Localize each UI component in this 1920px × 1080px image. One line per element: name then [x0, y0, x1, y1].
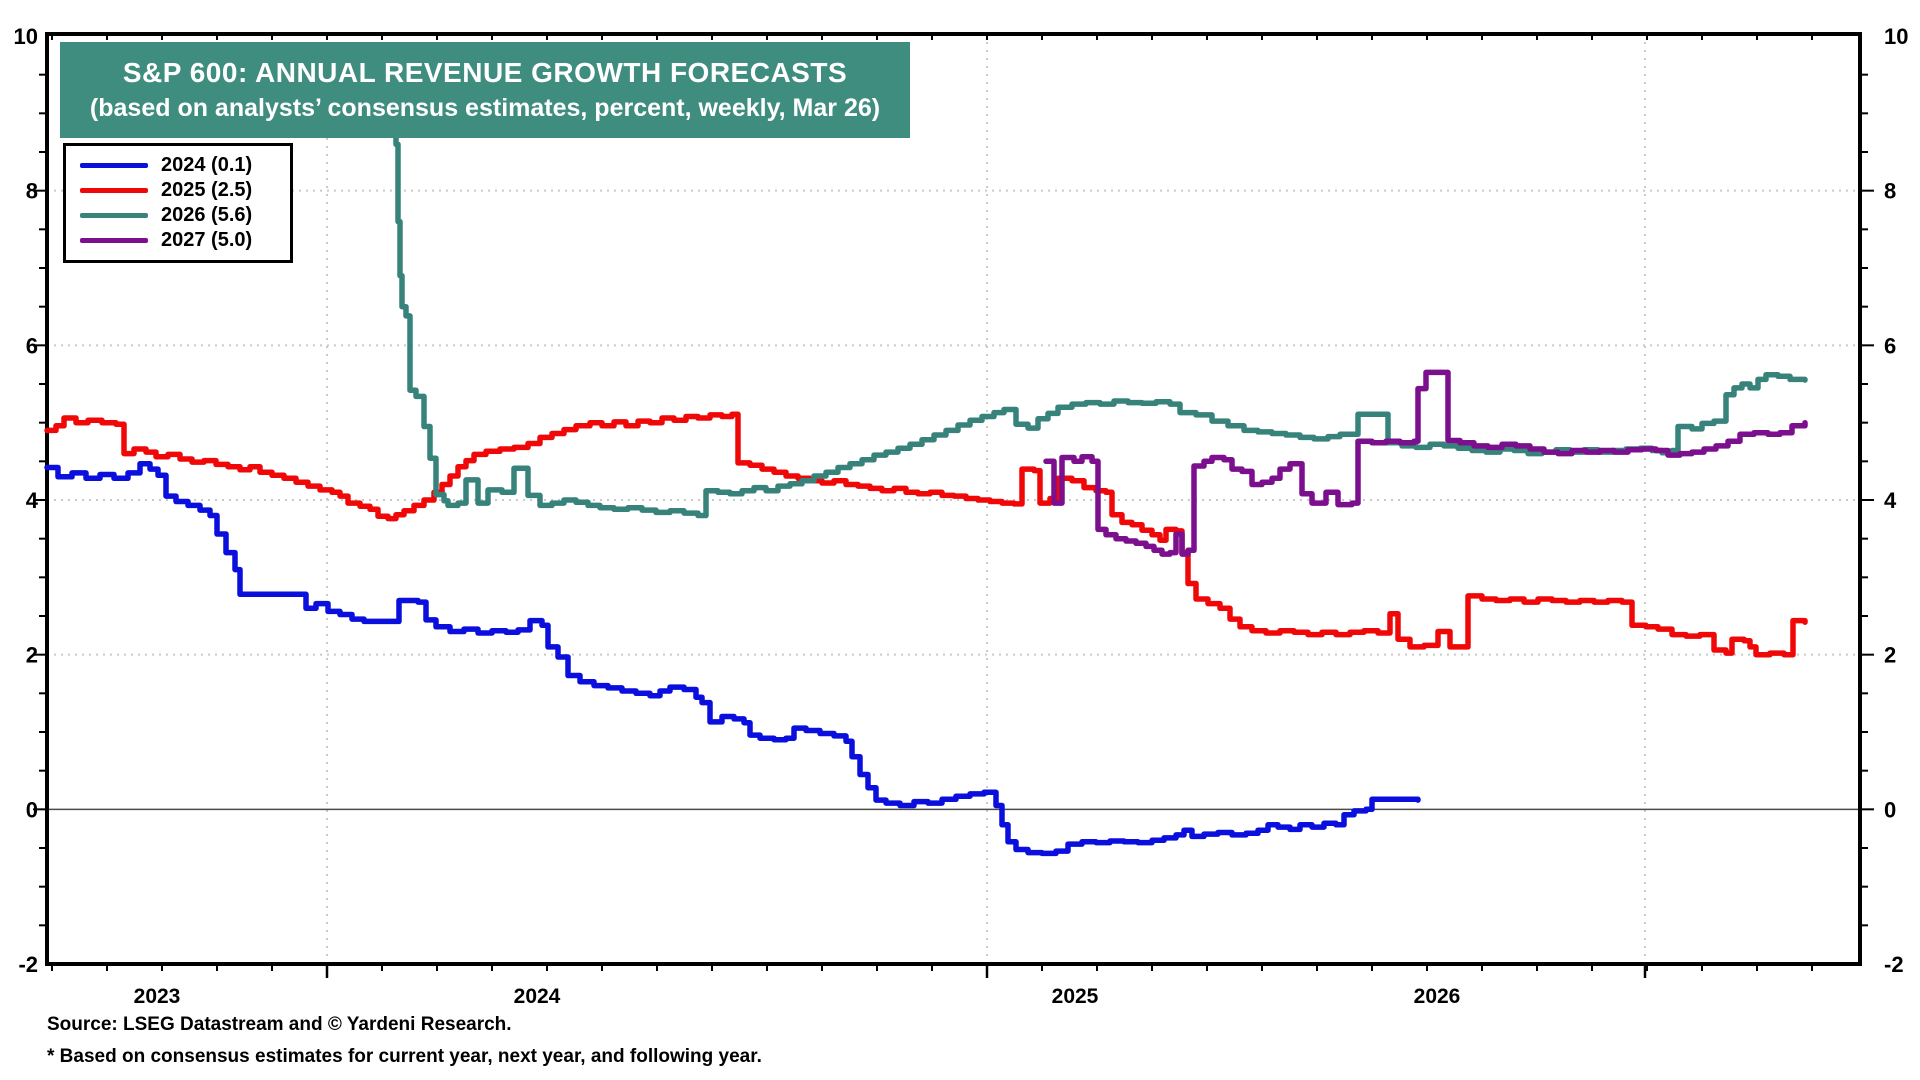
y-axis-label-left: 10 — [14, 24, 38, 49]
legend-item: 2027 (5.0) — [80, 228, 280, 253]
y-axis-label-right: 0 — [1884, 797, 1896, 822]
legend-label: 2024 (0.1) — [161, 154, 253, 176]
y-axis-label-left: 2 — [26, 643, 38, 668]
y-axis-label-left: 0 — [26, 797, 38, 822]
y-axis-label-right: 8 — [1884, 179, 1896, 204]
legend-color-line — [80, 238, 148, 243]
series-line-2025 — [44, 411, 1808, 658]
y-axis-label-left: 8 — [26, 179, 38, 204]
legend-label: 2027 (5.0) — [161, 229, 253, 251]
legend-color-line — [80, 163, 148, 168]
series-line-2024 — [44, 460, 1421, 857]
y-axis-label-right: -2 — [1884, 952, 1904, 977]
y-axis-label-left: 6 — [26, 333, 38, 358]
legend-item: 2026 (5.6) — [80, 203, 280, 228]
x-axis-label: 2026 — [1414, 985, 1461, 1008]
legend-item: 2025 (2.5) — [80, 178, 280, 203]
legend-color-line — [80, 213, 148, 218]
x-axis-label: 2023 — [134, 985, 181, 1008]
x-axis-label: 2024 — [514, 985, 561, 1008]
series-line-2027 — [1043, 369, 1808, 557]
chart-title: S&P 600: ANNUAL REVENUE GROWTH FORECASTS — [122, 57, 848, 89]
plot-frame — [45, 32, 1862, 966]
y-axis-label-right: 4 — [1884, 488, 1897, 513]
y-axis-label-right: 6 — [1884, 333, 1896, 358]
legend-label: 2026 (5.6) — [161, 204, 253, 226]
y-axis-label-right: 2 — [1884, 643, 1896, 668]
y-axis-label-left: -2 — [18, 952, 38, 977]
source-attribution: Source: LSEG Datastream and © Yardeni Re… — [47, 1014, 512, 1035]
chart-legend: 2024 (0.1) 2025 (2.5) 2026 (5.6) 2027 (5.0) — [63, 143, 293, 263]
x-axis-label: 2025 — [1052, 985, 1099, 1008]
chart-title-box: S&P 600: ANNUAL REVENUE GROWTH FORECASTS… — [60, 42, 910, 138]
legend-label: 2025 (2.5) — [161, 179, 253, 201]
y-axis-label-left: 4 — [26, 488, 39, 513]
y-axis-label-right: 10 — [1884, 24, 1908, 49]
legend-item: 2024 (0.1) — [80, 153, 280, 178]
footnote: * Based on consensus estimates for curre… — [47, 1046, 762, 1067]
chart-subtitle: (based on analysts’ consensus estimates,… — [89, 94, 881, 123]
legend-color-line — [80, 188, 148, 193]
